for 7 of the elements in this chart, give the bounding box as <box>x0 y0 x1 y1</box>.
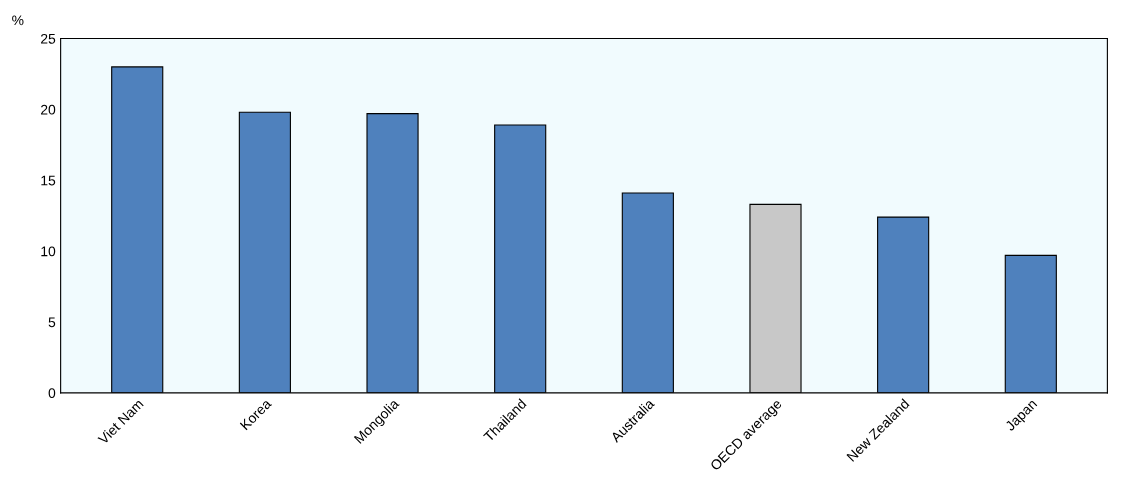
y-tick-label: 5 <box>48 317 56 328</box>
y-tick-label: 0 <box>48 388 56 398</box>
y-tick-label: 15 <box>41 175 56 186</box>
y-tick-label: 20 <box>41 104 56 115</box>
y-tick-label: 10 <box>41 246 56 257</box>
y-tick-label: 25 <box>41 33 56 44</box>
y-axis-title: % <box>12 15 24 26</box>
